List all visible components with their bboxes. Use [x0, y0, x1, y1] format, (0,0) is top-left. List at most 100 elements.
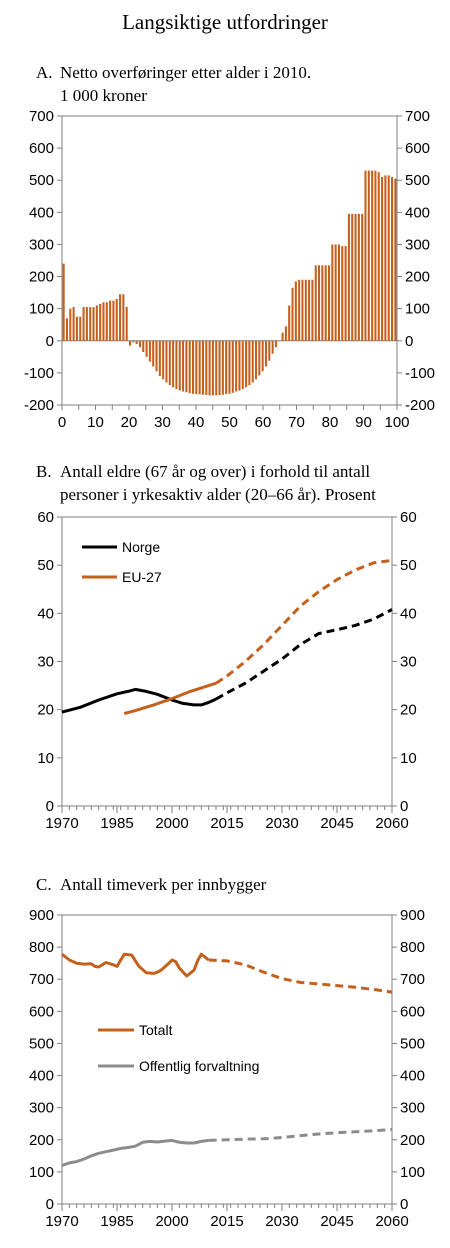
y-tick-label-right: 600	[400, 1003, 425, 1020]
bar	[271, 340, 274, 354]
bar	[158, 340, 161, 377]
series-line-forecast	[215, 608, 393, 701]
bar	[65, 318, 69, 341]
series-line-forecast	[215, 558, 393, 685]
bar	[162, 340, 165, 380]
y-tick-label-left: 0	[46, 333, 54, 350]
x-tick-label: 2000	[155, 815, 188, 832]
x-tick-label: 0	[58, 414, 66, 431]
bar	[367, 170, 370, 341]
bar	[347, 213, 350, 341]
bar	[185, 340, 188, 393]
y-tick-label-left: 500	[29, 172, 54, 189]
y-tick-label-right: 0	[400, 1196, 408, 1213]
bar	[231, 340, 234, 393]
bar	[264, 340, 268, 367]
bar	[268, 340, 271, 361]
bar	[89, 307, 92, 341]
y-tick-label-right: -100	[405, 365, 435, 382]
y-tick-label-right: 100	[400, 1164, 425, 1181]
bar	[337, 244, 340, 341]
bar	[205, 340, 208, 396]
bar	[341, 246, 344, 341]
bar	[99, 303, 102, 341]
y-tick-label-right: 700	[405, 108, 430, 125]
x-tick-label: 2015	[210, 1213, 243, 1230]
legend-label: EU-27	[122, 569, 162, 585]
y-tick-label-right: 50	[400, 557, 417, 574]
bar	[72, 307, 75, 341]
series-line-historic	[123, 681, 217, 715]
x-tick-label: 90	[355, 414, 372, 431]
bar	[62, 263, 65, 341]
bar	[175, 340, 178, 389]
y-tick-label-left: -200	[24, 397, 54, 414]
bar	[105, 302, 108, 341]
y-tick-label-right: 0	[405, 333, 413, 350]
bar	[308, 279, 311, 341]
y-tick-label-left: 100	[29, 1164, 54, 1181]
series-line-historic	[61, 952, 210, 978]
bar	[115, 299, 118, 341]
bar	[245, 340, 248, 388]
x-tick-label: 30	[154, 414, 171, 431]
bar	[377, 172, 380, 341]
bar	[109, 300, 112, 341]
bar	[211, 340, 214, 396]
bar	[261, 340, 264, 372]
panel-title-line: Netto overføringer etter alder i 2010.	[60, 63, 311, 82]
bar	[228, 340, 231, 394]
bar	[145, 340, 148, 357]
y-tick-label-right: 400	[400, 1068, 425, 1085]
y-tick-label-left: 20	[37, 702, 54, 719]
series-line-historic	[61, 1138, 209, 1167]
bar	[235, 340, 238, 392]
panel-title-line: 1 000 kroner	[60, 86, 147, 105]
y-tick-label-right: 600	[405, 140, 430, 157]
y-tick-label-right: 0	[400, 798, 408, 815]
x-tick-label: 70	[288, 414, 305, 431]
y-tick-label-left: 800	[29, 939, 54, 956]
bar	[301, 279, 304, 341]
bar	[208, 340, 211, 396]
bar	[291, 287, 294, 341]
panel-b: B. Antall eldre (67 år og over) i forhold…	[36, 462, 417, 832]
bar	[92, 307, 95, 341]
y-tick-label-right: 800	[400, 939, 425, 956]
x-tick-label: 2045	[320, 815, 353, 832]
y-tick-label-left: 50	[37, 557, 54, 574]
x-tick-label: 40	[188, 414, 205, 431]
y-tick-label-right: 700	[400, 971, 425, 988]
bar	[215, 340, 218, 396]
panel-c: C. Antall timeverk per innbygger 0 0 100 100 2…	[29, 875, 425, 1230]
series-line-forecast	[208, 958, 393, 994]
bar	[125, 307, 128, 341]
bar	[238, 340, 241, 391]
bar	[321, 265, 324, 341]
figure-title: Langsiktige utfordringer	[122, 10, 328, 34]
panel-letter: A.	[36, 63, 53, 82]
x-tick-label: 2030	[265, 1213, 298, 1230]
bar	[218, 340, 221, 396]
panel-letter: B.	[36, 462, 52, 481]
panel-title-line: Antall timeverk per innbygger	[60, 875, 267, 894]
plot-frame	[61, 516, 393, 807]
bar	[188, 340, 191, 394]
bar	[102, 302, 105, 341]
bar	[69, 308, 72, 341]
bar	[318, 265, 321, 341]
y-tick-label-right: 900	[400, 907, 425, 924]
bar	[142, 340, 145, 353]
bar	[165, 340, 168, 383]
y-tick-label-left: 10	[37, 750, 54, 767]
bar	[251, 340, 254, 383]
y-tick-label-left: 100	[29, 301, 54, 318]
y-tick-label-left: 400	[29, 204, 54, 221]
bar	[258, 340, 261, 376]
y-tick-label-left: 40	[37, 605, 54, 622]
x-tick-label: 1970	[45, 1213, 78, 1230]
bar	[281, 332, 284, 341]
bar	[391, 177, 394, 341]
y-tick-label-left: 500	[29, 1035, 54, 1052]
